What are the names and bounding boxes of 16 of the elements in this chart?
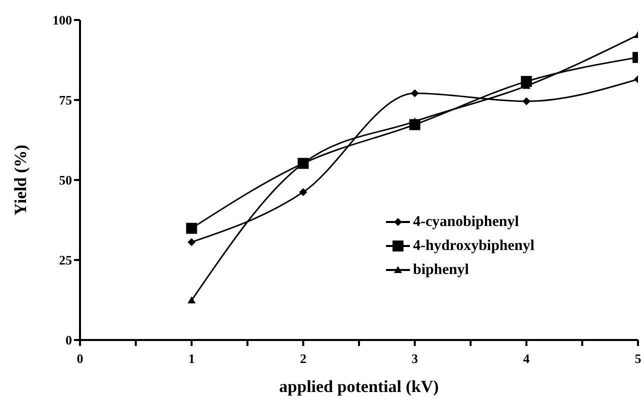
y-tick-label: 0 xyxy=(66,332,72,348)
legend-label: 4-hydroxybiphenyl xyxy=(413,238,534,254)
x-tick-label: 2 xyxy=(300,351,306,366)
x-tick-label: 5 xyxy=(634,351,641,366)
x-axis-title: applied potential (kV) xyxy=(279,377,439,396)
x-tick-label: 0 xyxy=(76,351,84,366)
y-axis-title: Yield (%) xyxy=(11,144,30,216)
x-tick-label: 1 xyxy=(188,351,195,366)
y-tick-label: 50 xyxy=(59,172,72,188)
y-tick-label: 75 xyxy=(59,92,72,108)
legend-label: 4-cyanobiphenyl xyxy=(413,214,519,230)
x-tick-label: 3 xyxy=(412,351,419,366)
x-tick-label: 4 xyxy=(523,351,530,366)
y-tick-label: 100 xyxy=(52,12,72,28)
y-tick-label: 25 xyxy=(59,252,72,268)
legend-label: biphenyl xyxy=(413,262,469,278)
